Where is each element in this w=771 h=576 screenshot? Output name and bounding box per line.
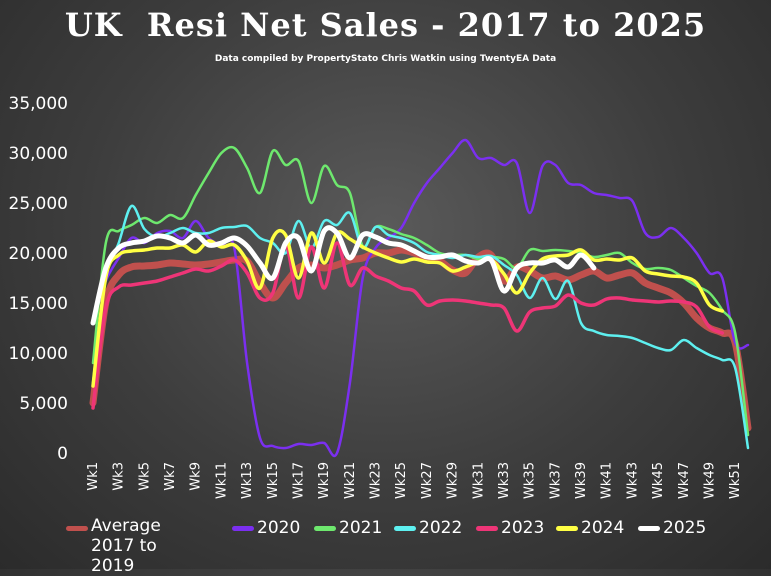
series-lines	[89, 138, 752, 458]
legend-item-2020: 2020	[232, 518, 300, 538]
series-line-6	[90, 225, 597, 326]
x-tick-label: Wk7	[163, 462, 178, 491]
series-line-5	[91, 228, 725, 388]
x-tick-label: Wk25	[394, 462, 409, 499]
legend-item-2023: 2023	[476, 518, 544, 538]
x-tick-label: Wk5	[137, 462, 152, 491]
series-line-1	[91, 138, 750, 458]
x-tick-label: Wk13	[240, 462, 255, 499]
legend-swatch	[232, 525, 254, 531]
x-tick-label: Wk9	[189, 462, 204, 491]
x-tick-label: Wk43	[625, 462, 640, 499]
chart-title: UK Resi Net Sales - 2017 to 2025	[64, 6, 707, 44]
x-tick-label: Wk19	[317, 462, 332, 499]
x-tick-label: Wk31	[471, 462, 486, 499]
legend-label: 2021	[339, 518, 383, 538]
x-tick-label: Wk11	[214, 462, 229, 499]
legend-swatch	[314, 525, 336, 531]
x-tick-label: Wk15	[266, 462, 281, 499]
x-tick-label: Wk17	[291, 462, 306, 499]
x-tick-label: Wk29	[446, 462, 461, 499]
legend-item-2024: 2024	[556, 518, 624, 538]
x-tick-label: Wk35	[523, 462, 538, 499]
y-tick-label: 35,000	[9, 94, 68, 114]
legend-swatch	[394, 525, 416, 531]
x-tick-label: Wk47	[677, 462, 692, 499]
legend-item-average: Average 2017 to 2019	[66, 516, 201, 576]
legend-swatch	[556, 525, 578, 531]
legend-label: 2020	[257, 518, 301, 538]
y-tick-label: 15,000	[9, 294, 68, 314]
x-tick-label: Wk49	[702, 462, 717, 499]
y-axis: 0 5,000 10,000 15,000 20,000 25,000 30,000 35,0…	[9, 94, 68, 464]
legend-item-2022: 2022	[394, 518, 462, 538]
series-line-3	[91, 204, 750, 450]
x-tick-label: Wk37	[548, 462, 563, 499]
legend-swatch	[476, 525, 498, 531]
x-tick-label: Wk51	[728, 462, 743, 499]
legend-label: 2025	[663, 518, 707, 538]
y-tick-label: 20,000	[9, 244, 68, 264]
chart-subtitle: Data compiled by PropertyStato Chris Wat…	[214, 54, 557, 64]
legend-item-2025: 2025	[638, 518, 706, 538]
legend-item-2021: 2021	[314, 518, 382, 538]
x-tick-label: Wk45	[651, 462, 666, 499]
series-line-0	[89, 246, 752, 432]
legend-label: Average 2017 to 2019	[91, 516, 161, 576]
y-tick-label: 25,000	[9, 194, 68, 214]
x-tick-label: Wk3	[112, 462, 127, 491]
x-tick-label: Wk27	[420, 462, 435, 499]
x-axis: Wk1 Wk3 Wk5 Wk7 Wk9 Wk11 Wk13 Wk15 Wk17 Wk19 Wk21 W…	[86, 462, 743, 499]
x-tick-label: Wk1	[86, 462, 101, 491]
series-line-4	[91, 241, 725, 410]
y-tick-label: 0	[57, 444, 68, 464]
legend-swatch	[66, 525, 88, 531]
y-tick-label: 5,000	[19, 394, 68, 414]
legend-label: 2023	[501, 518, 545, 538]
y-tick-label: 10,000	[9, 344, 68, 364]
x-tick-label: Wk33	[497, 462, 512, 499]
x-tick-label: Wk23	[369, 462, 384, 499]
legend-swatch	[638, 525, 660, 531]
x-tick-label: Wk21	[343, 462, 358, 499]
x-tick-label: Wk39	[574, 462, 589, 499]
legend-label: 2022	[419, 518, 463, 538]
x-tick-label: Wk41	[600, 462, 615, 499]
y-tick-label: 30,000	[9, 144, 68, 164]
legend-label: 2024	[581, 518, 625, 538]
